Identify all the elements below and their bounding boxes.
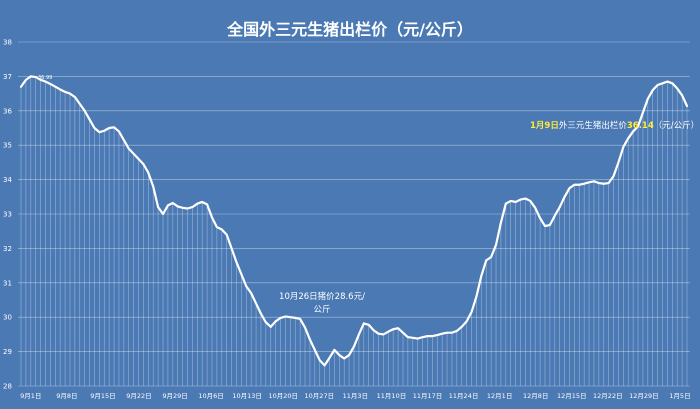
x-tick-label: 11月24日 xyxy=(449,392,479,400)
y-tick-label: 33 xyxy=(3,211,12,219)
x-tick-label: 12月29日 xyxy=(629,392,659,400)
y-tick-label: 29 xyxy=(3,348,12,356)
price-series-line xyxy=(19,75,689,367)
x-tick-label: 12月22日 xyxy=(593,392,623,400)
latest-price-label: 外三元生猪出栏价 xyxy=(559,120,628,131)
y-tick-label: 37 xyxy=(3,73,12,81)
x-tick-label: 9月15日 xyxy=(90,392,115,400)
low-annotation-line1: 10月26日猪价28.6元/ xyxy=(279,291,365,302)
x-tick-label: 10月6日 xyxy=(198,392,223,400)
y-tick-label: 35 xyxy=(3,142,12,150)
low-annotation-line2: 公斤 xyxy=(313,304,330,315)
peak-value-label: 36.99 xyxy=(38,75,52,81)
x-tick-label: 11月17日 xyxy=(413,392,443,400)
x-tick-label: 9月8日 xyxy=(56,392,77,400)
x-tick-label: 10月13日 xyxy=(232,392,262,400)
x-tick-label: 9月29日 xyxy=(162,392,187,400)
x-tick-label: 1月5日 xyxy=(669,392,690,400)
x-tick-label: 12月1日 xyxy=(487,392,512,400)
y-tick-label: 28 xyxy=(3,383,12,391)
x-tick-label: 12月15日 xyxy=(557,392,587,400)
x-tick-label: 11月3日 xyxy=(343,392,368,400)
drop-lines-layer xyxy=(20,76,688,386)
latest-price-annotation: 1月9日外三元生猪出栏价36.14（元/公斤） xyxy=(530,120,699,131)
y-tick-label: 38 xyxy=(3,39,12,47)
x-tick-labels: 9月1日 9月8日 9月15日 9月22日 9月29日 10月6日 10月13日 10月20日… xyxy=(20,392,690,400)
y-tick-label: 36 xyxy=(3,107,12,115)
latest-price-unit: （元/公斤） xyxy=(654,120,699,131)
chart-title: 全国外三元生猪出栏价（元/公斤） xyxy=(226,20,473,39)
x-tick-label: 9月22日 xyxy=(126,392,151,400)
y-tick-label: 34 xyxy=(3,176,12,184)
latest-price-value: 36.14 xyxy=(627,121,654,131)
x-tick-label: 11月10日 xyxy=(377,392,407,400)
series-line-layer xyxy=(19,75,689,367)
y-tick-label: 30 xyxy=(3,314,12,322)
grid-layer xyxy=(18,41,690,387)
x-tick-label: 12月8日 xyxy=(523,392,548,400)
x-tick-label: 10月20日 xyxy=(268,392,298,400)
y-tick-labels: 28 29 30 31 32 33 34 35 36 37 38 xyxy=(3,39,12,391)
y-tick-label: 31 xyxy=(3,279,12,287)
x-tick-label: 10月27日 xyxy=(305,392,335,400)
y-tick-label: 32 xyxy=(3,245,12,253)
latest-date: 1月9日 xyxy=(530,121,559,131)
x-tick-label: 9月1日 xyxy=(20,392,41,400)
